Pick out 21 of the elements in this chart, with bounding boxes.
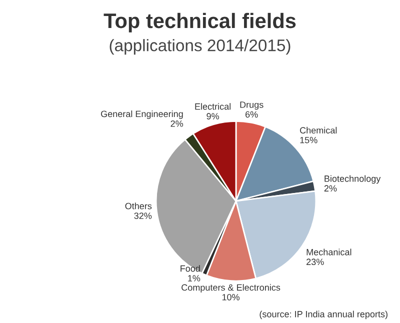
slice-label: Food [180,265,200,272]
data-label: 32% [134,212,152,219]
slice-label: Drugs [240,102,264,110]
data-label: 2% [170,120,184,127]
data-label: 6% [246,111,258,118]
data-label: 23% [306,258,324,266]
chart-title: Top technical fields [104,12,296,32]
slice-label: Mechanical [306,248,352,256]
slice-label: Chemical [300,126,337,134]
slice-label: Computers & Electronics [182,284,280,292]
slice-label: Electrical [195,103,231,110]
text: (source: IP India annual reports) [260,310,388,320]
slice-label: General Engineering [101,110,183,119]
data-label: 10% [222,294,240,300]
chart-subtitle: (applications 2014/2015) [110,39,290,55]
data-label: 15% [300,136,318,144]
data-label: 2% [324,185,337,192]
slice-label: Others [125,202,152,210]
slice-label: Biotechnology [324,175,381,184]
data-label: 9% [206,113,220,120]
data-label: 1% [188,275,200,282]
